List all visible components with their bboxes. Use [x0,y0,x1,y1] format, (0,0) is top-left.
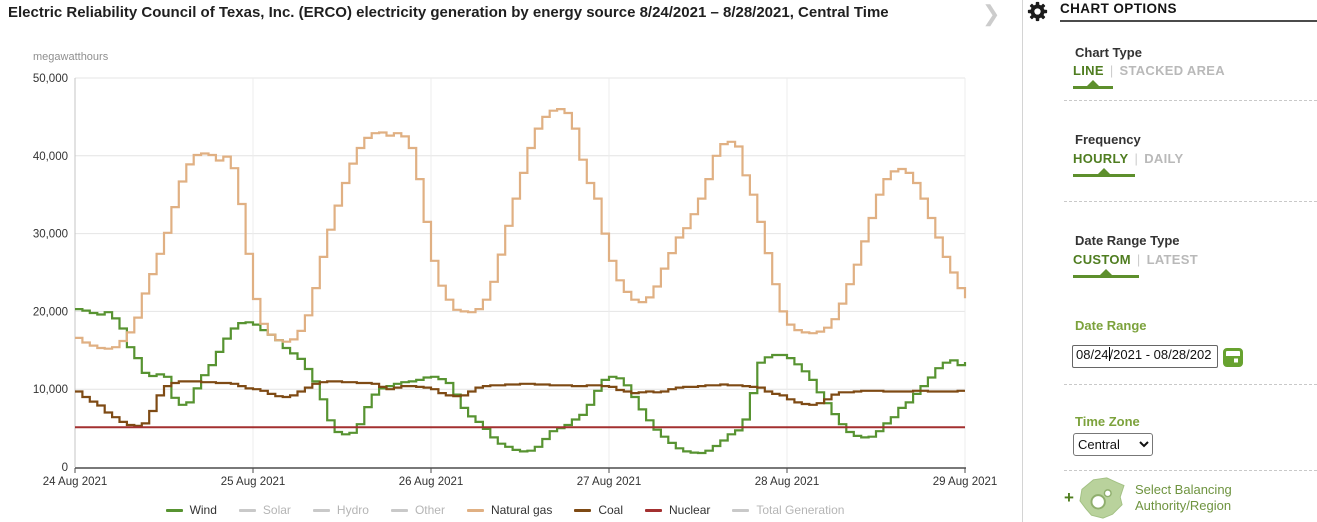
legend-label: Total Generation [756,503,845,517]
legend-swatch [390,508,408,512]
collapse-panel-chevron-icon[interactable]: ❯ [982,1,1001,26]
legend-swatch [466,508,484,512]
date-range-value: 08/24 [1076,347,1109,362]
section-separator [1064,100,1317,101]
section-separator [1064,201,1317,202]
x-tick-label: 26 Aug 2021 [399,476,464,488]
y-tick-label: 0 [62,462,68,474]
frequency-selected-marker [1073,168,1135,177]
legend-label: Other [414,503,445,517]
option-separator: | [1109,63,1114,78]
legend-swatch [574,508,592,512]
legend-swatch [165,508,183,512]
page-title: Electric Reliability Council of Texas, I… [8,4,889,21]
frequency-option-daily[interactable]: DAILY [1144,151,1184,166]
calendar-icon[interactable] [1223,347,1243,367]
section-separator [1064,384,1317,385]
x-tick-label: 28 Aug 2021 [755,476,820,488]
option-separator: | [1136,252,1141,267]
legend-swatch [645,508,663,512]
legend-item-total-generation[interactable]: Total Generation [732,503,844,517]
region-map-icon [1079,477,1125,519]
time-zone-label: Time Zone [1075,414,1140,429]
x-tick-label: 25 Aug 2021 [221,476,286,488]
panel-heading: CHART OPTIONS [1060,1,1317,22]
series-line-wind [75,308,967,455]
legend-swatch [312,508,330,512]
panel-divider [1022,0,1023,522]
legend-item-other[interactable]: Other [390,503,445,517]
option-separator: | [1134,151,1139,166]
date-range-type-option-latest[interactable]: LATEST [1146,252,1198,267]
select-balancing-authority[interactable]: + Select Balancing Authority/Region [1064,476,1232,520]
y-tick-label: 20,000 [33,306,68,318]
x-tick-label: 29 Aug 2021 [933,476,998,488]
legend-swatch [238,508,256,512]
x-tick-label: 24 Aug 2021 [43,476,108,488]
y-axis-unit-label: megawatthours [33,51,109,63]
y-tick-label: 40,000 [33,151,68,163]
legend-label: Coal [598,503,624,517]
chart-type-option-line[interactable]: LINE [1073,63,1104,78]
legend-item-wind[interactable]: Wind [165,503,217,517]
legend-item-hydro[interactable]: Hydro [312,503,369,517]
chart-type-options: LINE | STACKED AREA [1073,63,1225,78]
text-caret [1108,347,1110,361]
frequency-option-hourly[interactable]: HOURLY [1073,151,1129,166]
y-tick-label: 30,000 [33,229,68,241]
date-range-type-option-custom[interactable]: CUSTOM [1073,252,1131,267]
gear-icon[interactable] [1027,1,1048,22]
legend-label: Solar [262,503,291,517]
legend-label: Hydro [336,503,369,517]
chart-type-option-stacked-area[interactable]: STACKED AREA [1119,63,1225,78]
date-range-value: /2021 - 08/28/202 [1109,347,1212,362]
chart-type-label: Chart Type [1075,45,1142,60]
select-balancing-authority-label: Select Balancing Authority/Region [1134,482,1232,513]
chart-type-selected-marker [1073,80,1113,89]
legend-item-natural-gas[interactable]: Natural gas [466,503,553,517]
series-line-coal [75,380,965,427]
legend-label: Nuclear [669,503,711,517]
chart-legend: Wind Solar Hydro Other Natural gas Coal Nuclea… [0,503,1010,517]
section-separator [1064,470,1317,471]
legend-item-solar[interactable]: Solar [238,503,291,517]
date-range-input[interactable]: 08/24/2021 - 08/28/202 [1072,345,1218,368]
plus-icon: + [1064,488,1074,507]
date-range-type-selected-marker [1073,269,1139,278]
date-range-label: Date Range [1075,318,1147,333]
frequency-options: HOURLY | DAILY [1073,151,1184,166]
time-zone-select[interactable]: Central [1073,433,1153,456]
legend-item-coal[interactable]: Coal [574,503,623,517]
series-line-natural-gas [75,108,967,350]
date-range-type-label: Date Range Type [1075,233,1180,248]
legend-swatch [732,508,750,512]
line-chart: 0 10,000 20,000 30,000 40,000 50,000 24 Aug 20… [33,73,998,488]
frequency-label: Frequency [1075,132,1141,147]
date-range-type-options: CUSTOM | LATEST [1073,252,1198,267]
y-tick-label: 10,000 [33,384,68,396]
x-tick-label: 27 Aug 2021 [577,476,642,488]
y-tick-label: 50,000 [33,73,68,85]
legend-label: Natural gas [490,503,553,517]
legend-item-nuclear[interactable]: Nuclear [645,503,710,517]
legend-label: Wind [189,503,217,517]
